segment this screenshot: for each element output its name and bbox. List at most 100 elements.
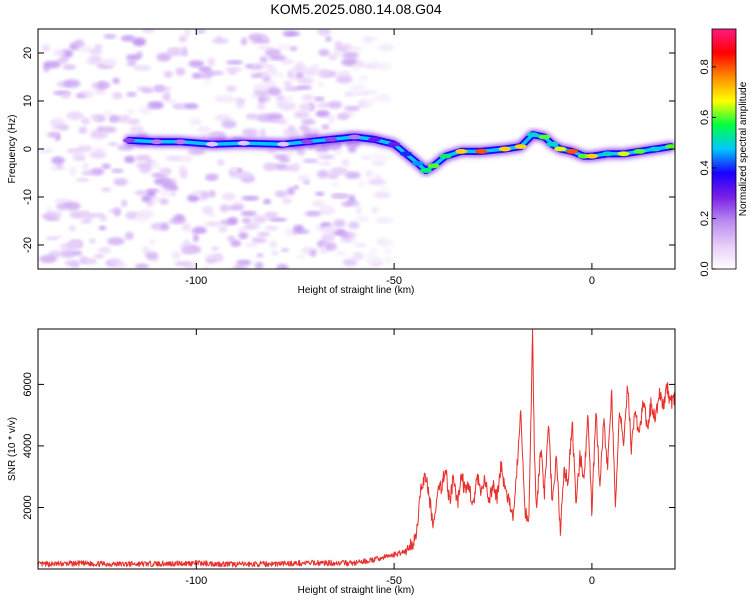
noise-blob	[206, 70, 225, 76]
noise-blob	[345, 140, 361, 149]
noise-blob	[117, 114, 131, 123]
noise-blob	[298, 103, 312, 112]
noise-blob	[225, 85, 237, 92]
ridge-point	[324, 137, 337, 142]
noise-blob	[315, 110, 330, 118]
noise-blob	[191, 228, 207, 234]
noise-blob	[244, 242, 259, 248]
ridge-point	[388, 141, 401, 147]
snr-x-tick-label: -50	[386, 575, 402, 587]
noise-blob	[81, 170, 97, 176]
noise-blob	[282, 128, 300, 136]
noise-blob	[328, 100, 343, 109]
noise-blob	[221, 192, 236, 201]
noise-blob	[124, 231, 134, 240]
noise-blob	[293, 224, 305, 232]
noise-blob	[146, 188, 160, 193]
noise-blob	[297, 174, 310, 182]
noise-blob	[125, 91, 137, 97]
noise-blob	[63, 79, 81, 88]
noise-blob	[276, 263, 289, 269]
noise-blob	[215, 35, 223, 41]
noise-blob	[191, 72, 203, 79]
noise-blob	[292, 185, 300, 190]
noise-blob	[286, 150, 295, 157]
noise-blob	[72, 150, 84, 158]
noise-blob	[256, 253, 264, 258]
spectrogram-noise-blobs	[38, 29, 395, 269]
noise-blob	[382, 218, 395, 223]
noise-blob	[348, 111, 355, 117]
noise-blob	[44, 211, 62, 219]
noise-blob	[69, 166, 77, 176]
noise-blob	[198, 66, 213, 73]
noise-blob	[201, 191, 209, 198]
spectrogram-y-tick-label: -10	[22, 189, 34, 205]
noise-blob	[244, 222, 261, 230]
noise-blob	[317, 29, 331, 36]
ridge-point	[566, 149, 579, 154]
noise-blob	[371, 151, 384, 160]
noise-blob	[241, 217, 252, 224]
ridge-point	[475, 149, 488, 154]
noise-blob	[348, 194, 356, 203]
noise-blob	[349, 84, 366, 93]
noise-blob	[254, 261, 264, 269]
ridge-point	[400, 151, 412, 157]
snr-plot-frame	[37, 328, 676, 570]
noise-blob	[281, 248, 289, 252]
snr-y-tick-label: 4000	[22, 434, 34, 458]
noise-blob	[163, 70, 173, 78]
noise-blob	[115, 261, 123, 268]
noise-blob	[231, 166, 239, 174]
noise-blob	[335, 75, 353, 84]
noise-blob	[283, 80, 293, 88]
noise-blob	[149, 239, 156, 245]
snr-y-ticks: 2000 4000 6000	[22, 372, 675, 520]
spectrogram-x-tick-label: 0	[589, 275, 595, 287]
ridge-point	[348, 134, 361, 140]
noise-blob	[315, 152, 329, 158]
noise-blob	[141, 195, 152, 203]
noise-blob	[269, 217, 288, 222]
ridge-point	[633, 149, 646, 154]
noise-blob	[64, 201, 81, 211]
ridge-point	[237, 140, 250, 146]
noise-blob	[136, 51, 143, 59]
noise-blob	[45, 236, 59, 241]
noise-blob	[287, 187, 295, 196]
noise-blob	[113, 178, 128, 186]
ridge-point	[617, 151, 630, 157]
noise-blob	[245, 64, 253, 69]
noise-blob	[226, 205, 245, 211]
ridge-point	[649, 146, 662, 152]
noise-blob	[134, 190, 148, 196]
noise-blob	[383, 248, 393, 253]
noise-blob	[90, 115, 102, 121]
snr-x-tick-label: -100	[185, 575, 207, 587]
noise-blob	[217, 95, 236, 103]
noise-blob	[354, 242, 368, 248]
noise-blob	[282, 197, 293, 204]
noise-blob	[76, 177, 90, 183]
noise-blob	[207, 57, 216, 67]
noise-blob	[161, 93, 168, 102]
noise-blob	[41, 44, 51, 52]
noise-blob	[108, 208, 120, 213]
noise-blob	[306, 68, 319, 77]
ridge-point	[546, 141, 559, 147]
noise-blob	[309, 250, 317, 257]
noise-blob	[56, 57, 69, 64]
ridge-point	[665, 144, 675, 149]
noise-blob	[356, 215, 370, 223]
noise-blob	[341, 159, 350, 167]
noise-blob	[325, 36, 332, 42]
colorbar: 0.0 0.2 0.4 0.6 0.8 Normalized spectral ampl…	[699, 28, 749, 277]
noise-blob	[44, 216, 60, 222]
ridge-point	[174, 139, 187, 145]
noise-blob	[218, 226, 228, 233]
noise-blob	[325, 242, 337, 251]
noise-blob	[145, 251, 159, 260]
noise-blob	[134, 263, 150, 269]
